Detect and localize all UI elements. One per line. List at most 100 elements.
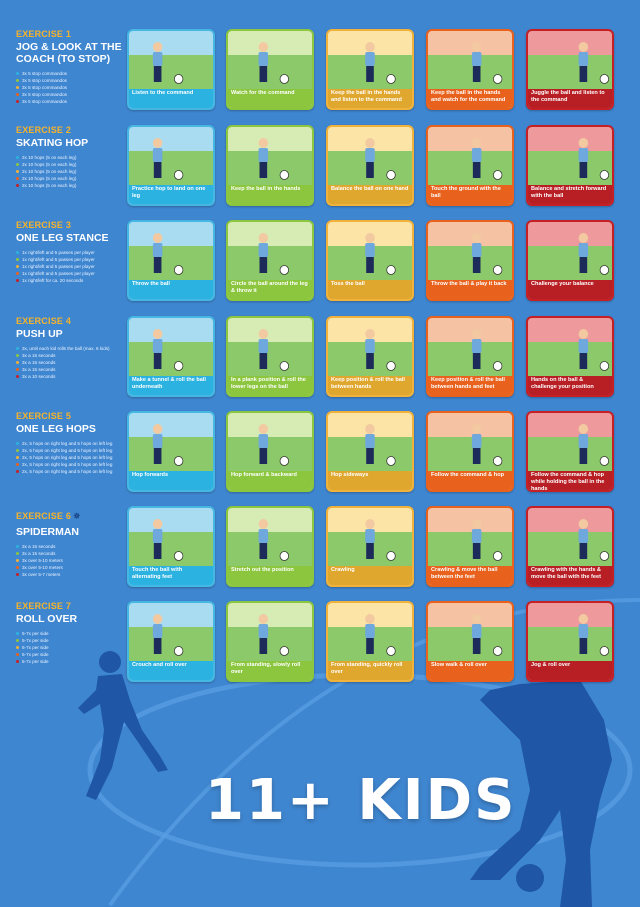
tile-caption: Practice hop to land on one leg (129, 185, 213, 204)
exercise-illustration (428, 42, 512, 93)
level-dot-icon (16, 639, 19, 642)
exercise-tile: Touch the ball with alternating feet (127, 506, 215, 587)
level-item: 2x, 5 hops on right leg and 5 hops on le… (16, 468, 128, 475)
level-dot-icon (16, 375, 19, 378)
exercise-tile: Watch for the command (226, 29, 314, 110)
level-dot-icon (16, 72, 19, 75)
level-text: 3x 5 stop commandos (22, 85, 67, 90)
level-item: 5-7x per side (16, 658, 128, 665)
exercise-tile: Crawling (326, 506, 414, 587)
exercise-info: EXERCISE 3 ONE LEG STANCE 1x right/left an… (16, 220, 128, 284)
ball-icon (386, 361, 396, 371)
level-text: 3x a 15 seconds (22, 544, 56, 549)
ball-icon (386, 265, 396, 275)
exercise-illustration (129, 614, 213, 665)
exercise-name: ONE LEG STANCE (16, 232, 109, 244)
level-text: 2x 10 hops (5 on each leg) (22, 176, 77, 181)
player-silhouette-left (78, 651, 168, 800)
exercise-tile: Stretch out the position (226, 506, 314, 587)
ball-icon (599, 170, 610, 180)
exercise-number: EXERCISE 7 (16, 601, 72, 611)
exercise-row: EXERCISE 2 SKATING HOP 2x 10 hops (5 on ea… (0, 125, 640, 217)
exercise-illustration (228, 233, 312, 284)
level-item: 3x a 10 seconds (16, 373, 128, 380)
exercise-tile: Throw the ball & play it back (426, 220, 514, 301)
exercise-tile: Balance the ball on one hand (326, 125, 414, 206)
level-dot-icon (16, 566, 19, 569)
level-item: 2x 10 hops (5 on each leg) (16, 154, 128, 161)
exercise-tile: Crawling with the hands & move the ball … (526, 506, 614, 587)
exercise-row: EXERCISE 3 ONE LEG STANCE 1x right/left an… (0, 220, 640, 312)
level-dot-icon (16, 354, 19, 357)
level-dot-icon (16, 646, 19, 649)
level-item: 5-7x per side (16, 644, 128, 651)
tile-caption: Follow the command & hop (428, 471, 512, 490)
level-text: 5-7x per side (22, 638, 49, 643)
level-text: 2x 10 hops (5 on each leg) (22, 155, 77, 160)
ball-icon (386, 456, 396, 466)
level-dot-icon (16, 170, 19, 173)
exercise-illustration (328, 519, 412, 570)
level-text: 1x right/left and 5 passes per player (22, 271, 95, 276)
tile-caption: In a plank position & roll the lower leg… (228, 376, 312, 395)
tile-caption: Hop forward & backward (228, 471, 312, 490)
tile-caption: Hop sideways (328, 471, 412, 490)
exercise-illustration (228, 42, 312, 93)
exercise-row: EXERCISE 4 PUSH UP 3x, until each kid roll… (0, 316, 640, 408)
level-text: 2x, 5 hops on right leg and 5 hops on le… (22, 448, 113, 453)
level-text: 2x 10 hops (5 on each leg) (22, 169, 77, 174)
ball-icon (599, 646, 610, 656)
level-dot-icon (16, 449, 19, 452)
exercise-name: JOG & LOOK AT THE COACH (TO STOP) (16, 41, 122, 65)
level-item: 2x, 5 hops on right leg and 5 hops on le… (16, 440, 128, 447)
exercise-tile: In a plank position & roll the lower leg… (226, 316, 314, 397)
level-text: 2x, 5 hops on right leg and 5 hops on le… (22, 462, 113, 467)
exercise-illustration (428, 138, 512, 189)
level-dot-icon (16, 653, 19, 656)
exercise-tile: Keep the ball in the hands (226, 125, 314, 206)
ball-icon (493, 456, 503, 466)
level-list: 3x, until each kid rolls the ball (max. … (16, 345, 128, 380)
level-dot-icon (16, 456, 19, 459)
exercise-illustration (428, 614, 512, 665)
exercise-tile: Keep the ball in the hands and listen to… (326, 29, 414, 110)
level-text: 1x right/left for ca. 20 seconds (22, 278, 84, 283)
level-item: 3x a 15 seconds (16, 543, 128, 550)
level-item: 5-7x per side (16, 651, 128, 658)
tile-caption: Throw the ball (129, 280, 213, 299)
ball-icon (173, 361, 184, 371)
exercise-illustration (129, 233, 213, 284)
exercise-illustration (528, 614, 612, 665)
ball-icon (279, 74, 289, 84)
level-dot-icon (16, 258, 19, 261)
level-text: 3x 5 stop commandos (22, 99, 67, 104)
tile-caption: Keep the ball in the hands and watch for… (428, 89, 512, 108)
exercise-illustration (328, 329, 412, 380)
level-dot-icon (16, 86, 19, 89)
tile-caption: From standing, quickly roll over (328, 661, 412, 680)
poster-title: 11+ KIDS (205, 768, 517, 833)
level-text: 5-7x per side (22, 659, 49, 664)
tile-caption: Hands on the ball & challenge your posit… (528, 376, 612, 395)
ball-icon (279, 170, 289, 180)
exercise-illustration (228, 329, 312, 380)
ball-icon (599, 265, 610, 275)
tile-caption: Listen to the command (129, 89, 213, 108)
tile-caption: Balance and stretch forward with the bal… (528, 185, 612, 204)
exercise-tile: Jog & roll over (526, 601, 614, 682)
level-text: 5-7x per side (22, 631, 49, 636)
tile-caption: Throw the ball & play it back (428, 280, 512, 299)
ball-icon (599, 456, 610, 466)
level-dot-icon (16, 361, 19, 364)
tile-caption: Challenge your balance (528, 280, 612, 299)
tile-caption: Slow walk & roll over (428, 661, 512, 680)
ball-icon (386, 170, 396, 180)
ball-icon (493, 646, 503, 656)
exercise-illustration (129, 519, 213, 570)
tile-caption: Keep position & roll the ball between ha… (328, 376, 412, 395)
tile-caption: Crawling & move the ball between the fee… (428, 566, 512, 585)
level-text: 3x a 15 seconds (22, 551, 56, 556)
exercise-tile: Crouch and roll over (127, 601, 215, 682)
tile-caption: Keep the ball in the hands and listen to… (328, 89, 412, 108)
exercise-illustration (528, 233, 612, 284)
